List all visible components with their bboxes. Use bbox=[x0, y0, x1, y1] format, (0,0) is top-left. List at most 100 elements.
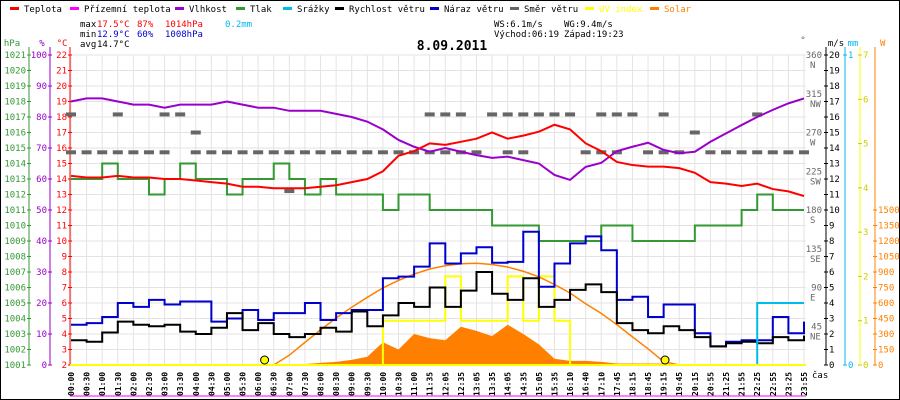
axis-tick-label: 12 bbox=[56, 206, 67, 216]
axis-tick-label: 70 bbox=[36, 144, 47, 154]
x-tick-label: 08:00 bbox=[317, 372, 326, 396]
axis-tick-label: 19 bbox=[56, 98, 67, 108]
wind-direction-mark bbox=[190, 150, 201, 155]
axis-tick-label: 0 bbox=[42, 361, 47, 371]
direction-compass-label: NW bbox=[810, 100, 821, 110]
legend-item[interactable]: Přízemní teplota bbox=[70, 5, 171, 15]
axis-tick-label: 300 bbox=[878, 330, 894, 340]
axis-tick-label: 900 bbox=[878, 268, 894, 278]
legend-swatch bbox=[510, 7, 519, 10]
series-solar-max bbox=[273, 262, 680, 366]
wind-direction-mark bbox=[627, 112, 638, 117]
x-tick-label: 21:55 bbox=[738, 372, 747, 396]
x-tick-label: 03:00 bbox=[161, 372, 170, 396]
axis-tick-label: 15 bbox=[56, 160, 67, 170]
direction-compass-label: SE bbox=[810, 255, 821, 265]
wind-direction-mark bbox=[221, 150, 232, 155]
axis-tick-label: 0 bbox=[829, 361, 834, 371]
axis-tick-label: 10 bbox=[829, 206, 840, 216]
axis-unit-label: m/s bbox=[828, 39, 844, 49]
x-tick-label: 07:30 bbox=[301, 372, 310, 396]
x-axis-label: čas bbox=[812, 370, 828, 381]
legend-item[interactable]: Srážky bbox=[283, 5, 330, 15]
direction-tick-label: 315 bbox=[806, 90, 822, 100]
wind-direction-mark bbox=[502, 150, 513, 155]
series-wind-speed bbox=[71, 271, 805, 348]
sun-marker-icon bbox=[260, 355, 270, 365]
stats-block: max 17.5°C 87% 1014hPa 0.2mm min 12.9°C … bbox=[80, 20, 624, 50]
legend-label: Přízemní teplota bbox=[84, 5, 171, 15]
x-tick-label: 20:55 bbox=[706, 372, 715, 396]
direction-tick-label: 360 bbox=[806, 51, 822, 61]
legend-item[interactable]: Teplota bbox=[10, 5, 62, 15]
direction-tick-label: 90 bbox=[811, 284, 822, 294]
axis-tick-label: 19 bbox=[829, 67, 840, 77]
x-tick-label: 05:00 bbox=[223, 372, 232, 396]
axis-unit-label: % bbox=[39, 39, 45, 49]
wind-direction-mark bbox=[128, 150, 139, 155]
axis-tick-label: 1018 bbox=[4, 98, 26, 108]
axis-tick-label: 16 bbox=[56, 144, 67, 154]
legend-swatch bbox=[283, 7, 292, 10]
axis-tick-label: 20 bbox=[56, 82, 67, 92]
legend-item[interactable]: Vlhkost bbox=[175, 5, 227, 15]
axis-tick-label: 1019 bbox=[4, 82, 26, 92]
axis-tick-label: 4 bbox=[829, 299, 834, 309]
axis-tick-label: 11 bbox=[56, 222, 67, 232]
wind-direction-mark bbox=[783, 150, 794, 155]
legend-item[interactable]: Tlak bbox=[236, 5, 272, 15]
x-tick-label: 07:00 bbox=[285, 372, 294, 396]
axis-tick-label: 10 bbox=[56, 237, 67, 247]
axis-tick-label: 14 bbox=[56, 175, 67, 185]
wind-direction-mark bbox=[299, 150, 310, 155]
x-tick-label: 11:35 bbox=[426, 372, 435, 396]
axis-tick-label: 600 bbox=[878, 299, 894, 309]
x-tick-label: 19:45 bbox=[675, 372, 684, 396]
axis-tick-label: 1011 bbox=[4, 206, 26, 216]
legend-label: Solar bbox=[664, 5, 692, 15]
x-tick-label: 02:00 bbox=[129, 372, 138, 396]
legend-label: Rychlost větru bbox=[349, 5, 425, 15]
wind-direction-mark bbox=[440, 112, 451, 117]
wind-direction-mark bbox=[346, 150, 357, 155]
x-tick-label: 13:05 bbox=[472, 372, 481, 396]
legend-item[interactable]: Rychlost větru bbox=[335, 5, 425, 15]
axis-tick-label: 1050 bbox=[878, 253, 900, 263]
legend-item[interactable]: UV index bbox=[585, 5, 643, 15]
wind-direction-mark bbox=[767, 150, 778, 155]
wind-direction-mark bbox=[284, 189, 295, 194]
stat-max-temp: 17.5°C bbox=[97, 20, 130, 30]
x-tick-label: 14:05 bbox=[504, 372, 513, 396]
legend-swatch bbox=[236, 7, 245, 10]
x-tick-label: 01:00 bbox=[98, 372, 107, 396]
wind-direction-mark bbox=[143, 150, 154, 155]
axis-tick-label: 30 bbox=[36, 268, 47, 278]
legend-item[interactable]: Solar bbox=[650, 5, 692, 15]
series-wind-gust bbox=[71, 230, 805, 348]
wind-direction-mark bbox=[518, 150, 529, 155]
wind-direction-mark bbox=[268, 150, 279, 155]
wind-direction-mark bbox=[455, 112, 466, 117]
axis-tick-label: 1020 bbox=[4, 67, 26, 77]
x-tick-label: 01:30 bbox=[114, 372, 123, 396]
legend-item[interactable]: Náraz větru bbox=[430, 5, 504, 15]
wind-direction-mark bbox=[580, 150, 591, 155]
x-tick-label: 00:30 bbox=[83, 372, 92, 396]
stat-min-label: min bbox=[80, 30, 96, 40]
axis-tick-label: 12 bbox=[829, 175, 840, 185]
wind-direction-mark bbox=[66, 150, 76, 155]
legend-item[interactable]: Směr větru bbox=[510, 5, 578, 15]
stat-wind-speed: WS:6.1m/s bbox=[494, 20, 543, 30]
axis-tick-label: 20 bbox=[36, 299, 47, 309]
wind-direction-mark bbox=[736, 150, 747, 155]
stat-max-label: max bbox=[80, 20, 97, 30]
axis-tick-label: 11 bbox=[829, 191, 840, 201]
axis-tick-label: 16 bbox=[829, 113, 840, 123]
axis-tick-label: 1200 bbox=[878, 237, 900, 247]
x-tick-label: 04:00 bbox=[192, 372, 201, 396]
wind-direction-mark bbox=[97, 150, 108, 155]
legend-swatch bbox=[650, 7, 659, 10]
axis-tick-label: 8 bbox=[62, 268, 67, 278]
